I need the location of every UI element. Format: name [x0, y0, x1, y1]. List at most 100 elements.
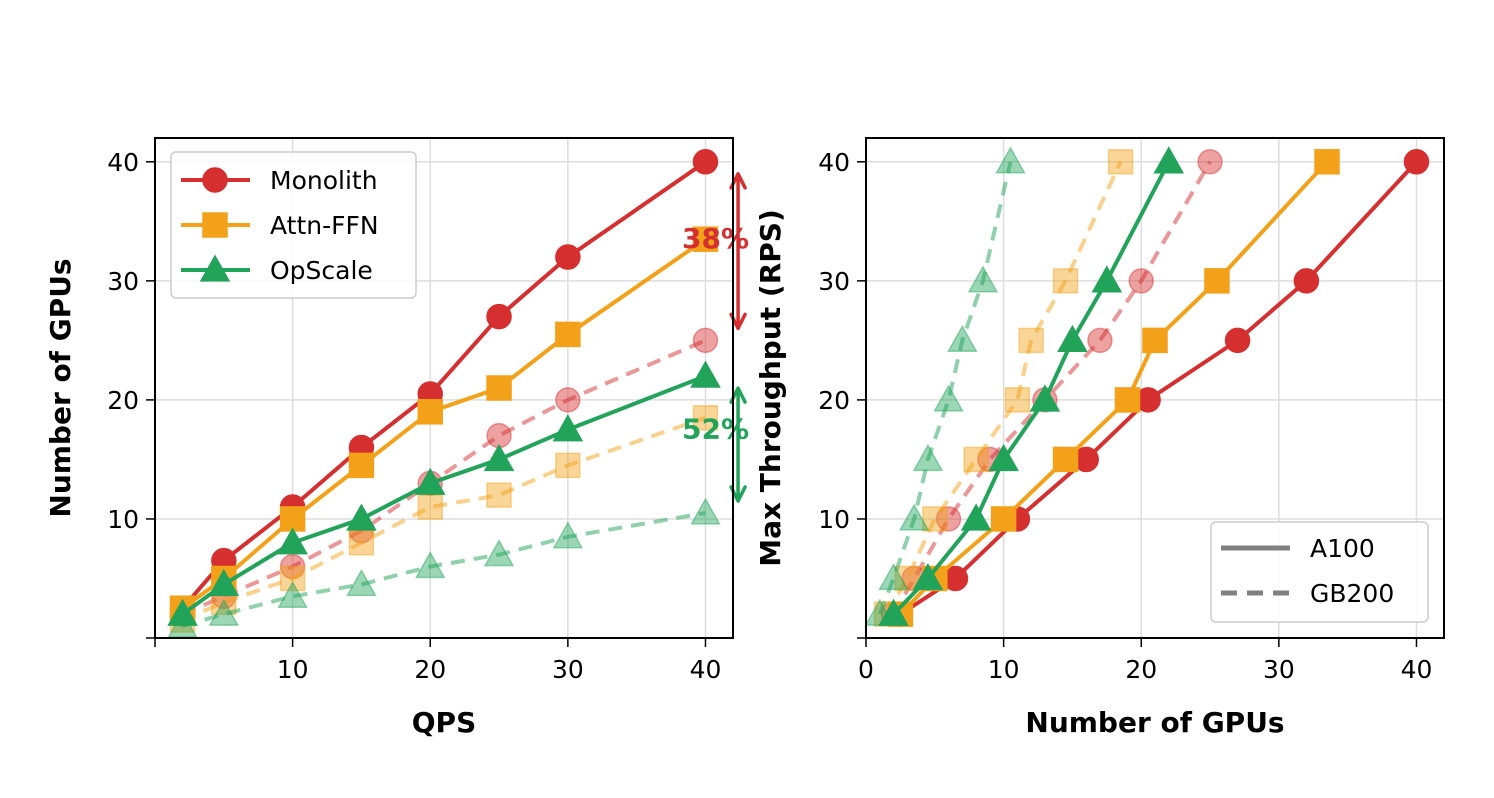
- data-point: [277, 527, 308, 555]
- data-point: [417, 399, 443, 425]
- data-point: [1091, 265, 1123, 293]
- legend-marker: [199, 254, 231, 282]
- legend-label: Attn-FFN: [270, 211, 379, 240]
- series-line: [181, 415, 707, 622]
- data-point: [348, 530, 375, 556]
- data-point: [995, 146, 1026, 174]
- data-point: [912, 562, 944, 591]
- series-attn-ffn-gb200: [873, 149, 1134, 627]
- data-point: [690, 497, 721, 525]
- series-line: [884, 160, 1123, 616]
- legend: Monolith Attn-FFN OpScale: [170, 151, 417, 299]
- x-tick-label: 40: [1401, 655, 1433, 684]
- data-point: [277, 580, 308, 609]
- data-point: [947, 324, 978, 353]
- data-point: [486, 375, 512, 401]
- data-point: [1029, 384, 1061, 412]
- chart-panel-1: 10 20 30 40 10 20 30 40 QPS Number of GPUs 38% 52% M…: [44, 137, 749, 739]
- data-point: [935, 506, 962, 532]
- data-point: [692, 226, 719, 252]
- x-tick-label: 10: [277, 655, 309, 684]
- series-opscale-a100: [878, 146, 1185, 626]
- data-point: [1087, 327, 1113, 354]
- series-opscale-gb200: [864, 146, 1026, 626]
- y-tick-label: 30: [107, 267, 139, 296]
- legend-label: OpScale: [270, 256, 373, 285]
- data-point: [898, 503, 930, 531]
- data-point: [1204, 268, 1230, 294]
- data-point: [208, 568, 240, 597]
- data-point: [1197, 149, 1223, 175]
- data-point: [1224, 327, 1251, 354]
- series-line: [181, 374, 707, 616]
- data-point: [988, 443, 1019, 472]
- y-axis-label: Number of GPUs: [44, 258, 77, 517]
- data-point: [483, 539, 515, 567]
- data-point: [878, 562, 909, 591]
- series-opscale-gb200: [167, 497, 721, 638]
- x-axis-label: Number of GPUs: [1025, 706, 1284, 739]
- legend-frame: [170, 151, 417, 299]
- data-point: [967, 265, 999, 293]
- data-point: [1057, 324, 1088, 353]
- legend-marker: [202, 212, 228, 238]
- x-tick-label: 40: [690, 655, 722, 684]
- axes-frame: [154, 137, 734, 639]
- data-point: [555, 244, 581, 270]
- x-tick-label: 20: [1125, 655, 1157, 684]
- x-tick-label: 10: [988, 655, 1020, 684]
- data-point: [1153, 146, 1185, 174]
- data-point: [486, 303, 512, 330]
- annotation-label: 38%: [682, 222, 749, 255]
- chart-panel-2: 0 10 20 30 40 10 20 30 40 Number of GPUs Max Throu…: [754, 137, 1445, 739]
- y-tick-label: 20: [107, 386, 139, 415]
- data-point: [1403, 149, 1430, 175]
- data-point: [555, 452, 581, 479]
- data-point: [878, 598, 909, 626]
- data-point: [414, 551, 446, 579]
- y-tick-label: 40: [818, 148, 850, 177]
- data-point: [486, 482, 512, 508]
- y-axis-label: Max Throughput (RPS): [754, 209, 787, 567]
- x-tick-label: 30: [1263, 655, 1295, 684]
- legend-label: A100: [1310, 534, 1375, 563]
- data-point: [1018, 327, 1044, 354]
- data-point: [1107, 149, 1134, 175]
- annotation: 38%: [682, 172, 749, 331]
- annotation-label: 52%: [682, 413, 749, 446]
- data-point: [414, 467, 446, 495]
- y-tick-label: 10: [107, 505, 139, 534]
- y-tick-label: 10: [818, 505, 850, 534]
- legend-marker: [202, 167, 228, 193]
- data-point: [1128, 268, 1154, 294]
- data-point: [960, 503, 992, 531]
- series-line: [891, 160, 1212, 616]
- data-point: [990, 506, 1017, 532]
- data-point: [552, 521, 584, 549]
- data-point: [208, 598, 240, 626]
- data-point: [552, 414, 584, 442]
- data-point: [167, 598, 198, 626]
- data-point: [348, 452, 375, 479]
- data-point: [1293, 268, 1320, 294]
- data-point: [963, 446, 989, 473]
- data-point: [279, 506, 306, 532]
- data-point: [1052, 268, 1079, 294]
- data-point: [933, 384, 964, 412]
- axes-frame: [865, 137, 1445, 639]
- x-tick-label: 0: [858, 655, 874, 684]
- data-point: [417, 494, 443, 520]
- data-point: [1114, 387, 1141, 413]
- data-point: [555, 321, 581, 348]
- data-point: [279, 565, 306, 592]
- data-point: [692, 149, 719, 175]
- series-line: [899, 160, 1418, 616]
- data-point: [346, 568, 377, 597]
- x-tick-label: 20: [414, 655, 446, 684]
- data-point: [922, 506, 948, 532]
- data-point: [692, 405, 719, 431]
- y-tick-label: 20: [818, 386, 850, 415]
- data-point: [1142, 327, 1168, 354]
- data-point: [1052, 446, 1079, 473]
